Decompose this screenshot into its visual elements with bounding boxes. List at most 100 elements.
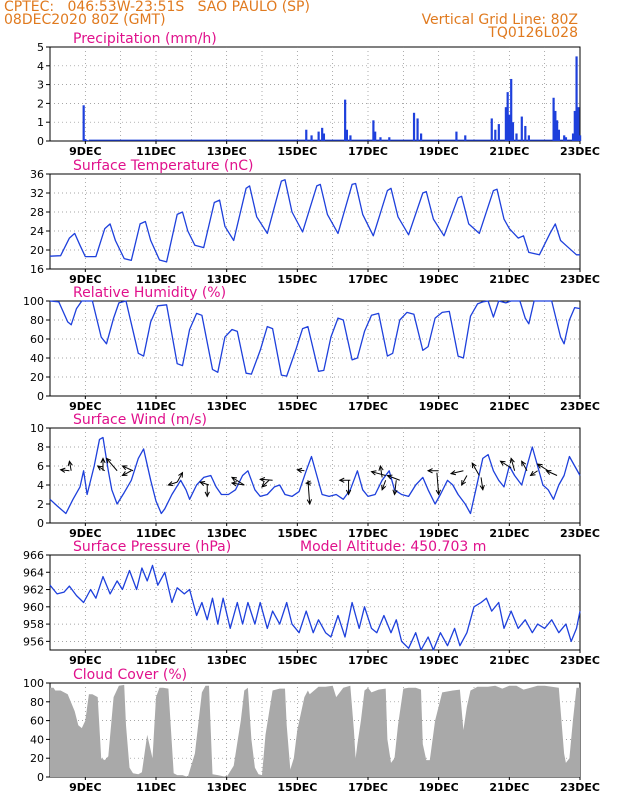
panel-frame-temp [49, 173, 581, 270]
precip-bar [563, 135, 566, 141]
xtick-label-cloud: 11DEC [136, 781, 176, 794]
series-line-wind [49, 436, 581, 515]
ytick-label-rh: 40 [30, 352, 44, 365]
xtick-label-temp: 17DEC [348, 273, 388, 286]
wind-arrow-head [259, 477, 266, 483]
wind-arrow [436, 472, 440, 495]
xtick-label-pressure: 15DEC [277, 654, 317, 667]
wind-arrow-head [199, 480, 206, 486]
wind-arrow-head [100, 457, 106, 464]
xtick-label-rh: 21DEC [489, 400, 529, 413]
wind-arrow [546, 470, 558, 476]
precip-bar [510, 78, 513, 141]
header-run-date: 08DEC2020 80Z (GMT) [4, 12, 166, 28]
xtick-label-precip: 11DEC [136, 145, 176, 158]
xtick-label-pressure: 9DEC [69, 654, 101, 667]
wind-arrow-head [449, 470, 457, 476]
panel-title-temp: Surface Temperature (nC) [73, 158, 254, 174]
series-line-temp [49, 179, 580, 263]
cloud-cover-area [50, 684, 580, 777]
wind-arrow [122, 465, 134, 472]
precip-bar [349, 135, 352, 141]
ytick-label-pressure: 960 [23, 601, 44, 614]
ytick-label-cloud: 100 [23, 677, 44, 690]
wind-arrow-head [338, 477, 345, 483]
ytick-label-rh: 100 [23, 295, 44, 308]
precip-bar [86, 140, 89, 141]
precip-bar [344, 99, 347, 141]
wind-arrow-head [471, 462, 477, 469]
wind-arrow [371, 471, 386, 476]
xtick-label-temp: 11DEC [136, 273, 176, 286]
precip-bar [520, 116, 523, 141]
xtick-label-precip: 21DEC [489, 145, 529, 158]
precip-bar [557, 129, 560, 141]
xtick-label-temp: 19DEC [419, 273, 459, 286]
xtick-label-temp: 9DEC [69, 273, 101, 286]
wind-arrow [68, 461, 72, 471]
precip-bar [321, 127, 324, 141]
wind-arrow [231, 476, 245, 486]
panel-frame-wind [49, 427, 581, 524]
precip-bar [82, 105, 85, 141]
ytick-label-cloud: 40 [30, 733, 44, 746]
wind-arrow [106, 458, 118, 472]
ytick-label-rh: 0 [37, 390, 44, 403]
precip-bar [490, 118, 493, 141]
xtick-label-cloud: 19DEC [419, 781, 459, 794]
wind-arrow [381, 480, 387, 490]
ytick-label-temp: 16 [30, 263, 44, 276]
xtick-label-precip: 13DEC [207, 145, 247, 158]
xtick-label-wind: 23DEC [560, 527, 600, 540]
wind-arrow [500, 460, 512, 469]
wind-arrow-head [392, 489, 398, 496]
panel-title-wind: Surface Wind (m/s) [73, 412, 207, 428]
wind-arrow-head [435, 489, 441, 496]
wind-arrow-head [378, 464, 384, 471]
precip-bar [556, 120, 559, 141]
wind-arrow-head [67, 460, 73, 467]
ytick-label-rh: 80 [30, 314, 44, 327]
wind-arrow-head [521, 460, 527, 467]
header-location: CPTEC: 046:53W-23:51S SAO PAULO (SP) [4, 0, 310, 15]
wind-arrow-head [509, 457, 515, 464]
wind-arrow-head [296, 467, 303, 473]
wind-arrow [307, 480, 311, 505]
xtick-label-temp: 23DEC [560, 273, 600, 286]
xtick-label-wind: 13DEC [207, 527, 247, 540]
ytick-label-wind: 6 [37, 460, 44, 473]
ytick-label-precip: 0 [37, 135, 44, 148]
precip-bar [506, 92, 509, 141]
panel-annotation-pressure: Model Altitude: 450.703 m [300, 539, 486, 555]
precip-bar [388, 137, 391, 141]
wind-arrow-head [167, 481, 174, 487]
xtick-label-precip: 9DEC [69, 145, 101, 158]
wind-arrow [510, 458, 516, 471]
precip-bar [524, 125, 527, 141]
precip-bar [552, 97, 555, 141]
precip-bar [317, 131, 320, 141]
xtick-label-rh: 17DEC [348, 400, 388, 413]
xtick-label-precip: 15DEC [277, 145, 317, 158]
xtick-label-wind: 9DEC [69, 527, 101, 540]
xtick-label-temp: 21DEC [489, 273, 529, 286]
xtick-label-precip: 19DEC [419, 145, 459, 158]
xtick-label-cloud: 13DEC [207, 781, 247, 794]
precip-bar [564, 137, 568, 141]
precip-bar [322, 133, 326, 141]
ytick-label-temp: 32 [30, 187, 44, 200]
precip-bar [575, 56, 578, 141]
wind-arrow-head [479, 484, 485, 491]
xtick-label-precip: 17DEC [348, 145, 388, 158]
header-grid-line: Vertical Grid Line: 80Z [421, 12, 578, 28]
wind-arrow [379, 465, 383, 478]
precip-bar [305, 129, 308, 141]
panel-title-rh: Relative Humidity (%) [73, 285, 226, 301]
ytick-label-rh: 20 [30, 371, 44, 384]
xtick-label-pressure: 13DEC [207, 654, 247, 667]
precip-bar [527, 135, 530, 141]
ytick-label-pressure: 966 [23, 549, 44, 562]
wind-arrow-head [305, 480, 311, 486]
ytick-label-rh: 60 [30, 333, 44, 346]
xtick-label-wind: 21DEC [489, 527, 529, 540]
